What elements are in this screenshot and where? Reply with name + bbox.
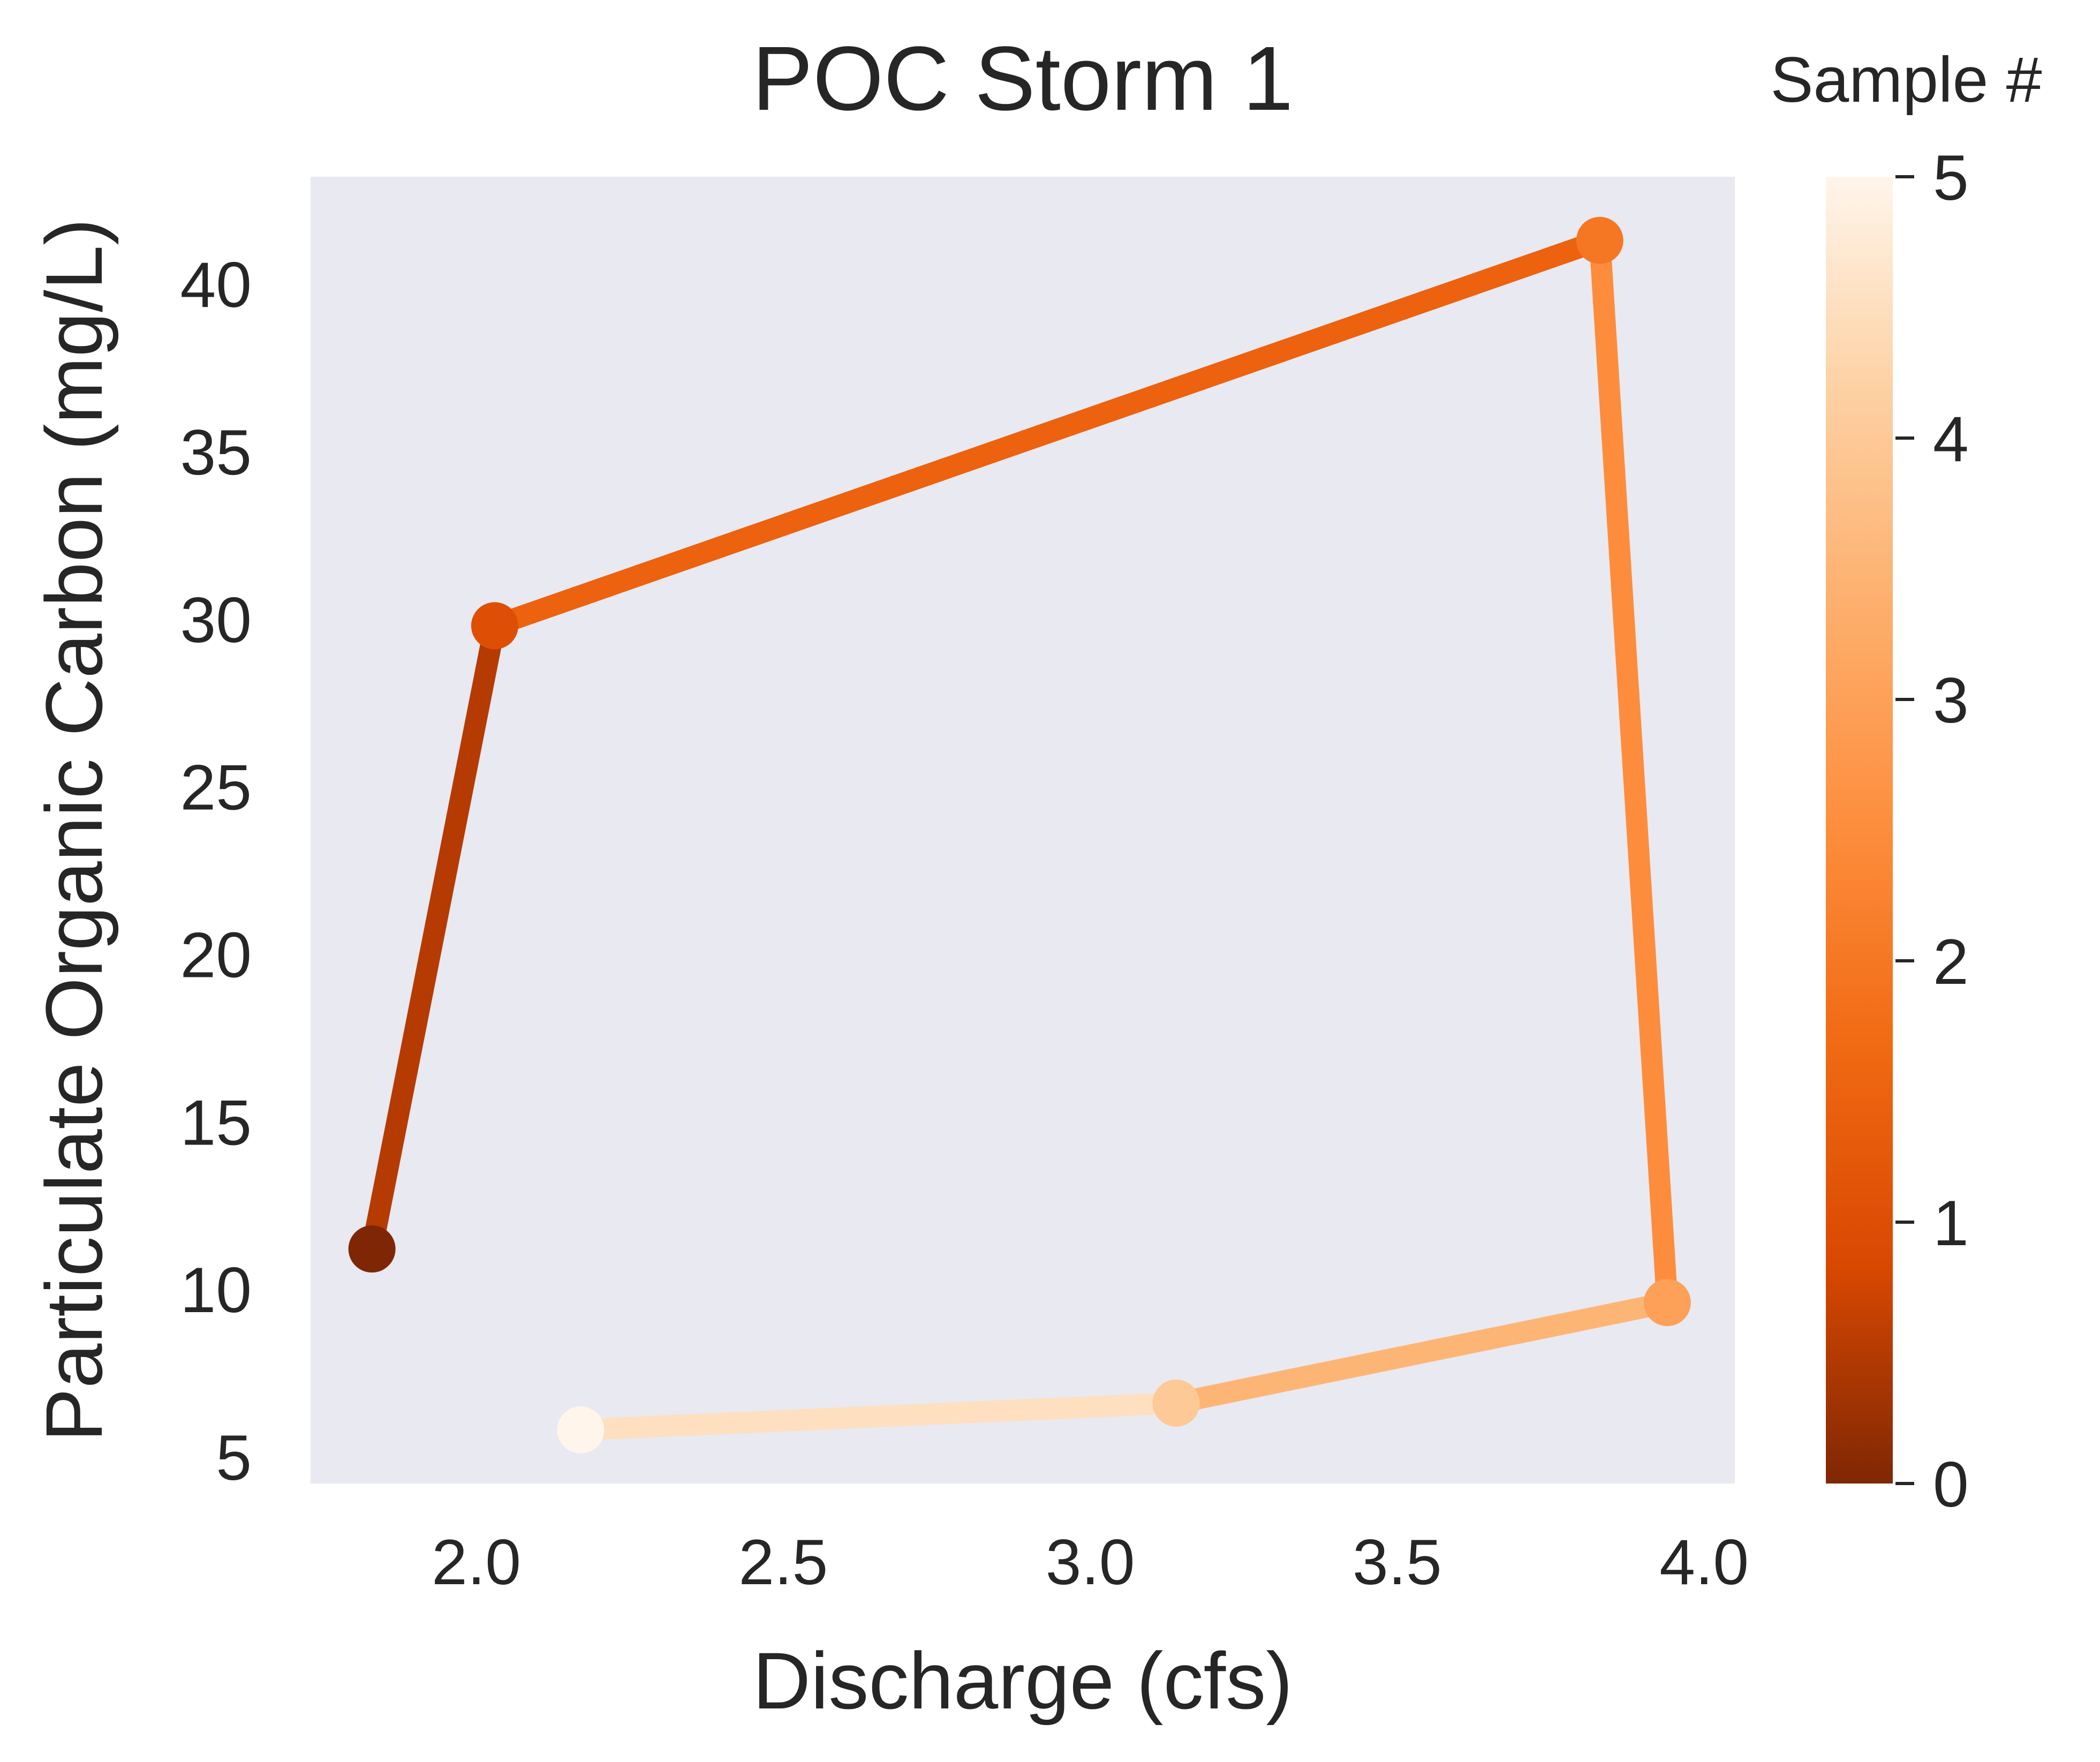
x-axis-ticks: 2.0 2.5 3.0 3.5 4.0 [432, 1526, 1749, 1598]
line-segment [491, 230, 1604, 636]
y-axis-label: Particulate Organic Carbon (mg/L) [29, 219, 119, 1442]
data-point [1576, 216, 1623, 264]
colorbar [1826, 177, 1893, 1484]
y-tick-label: 15 [180, 1087, 252, 1158]
colorbar-tick-label: 1 [1933, 1187, 1969, 1259]
y-tick-label: 10 [180, 1254, 252, 1326]
y-tick-label: 35 [180, 417, 252, 488]
colorbar-ticks: 0 1 2 3 4 5 [1895, 142, 1969, 1520]
x-axis-label: Discharge (cfs) [753, 1636, 1293, 1726]
y-tick-label: 20 [180, 919, 252, 991]
chart-title: POC Storm 1 [752, 28, 1294, 130]
line-segment [1174, 1292, 1670, 1414]
data-point [471, 602, 518, 650]
line-segment [361, 623, 505, 1251]
y-tick-label: 25 [180, 752, 252, 824]
colorbar-tick-label: 5 [1933, 142, 1969, 214]
x-tick-label: 2.5 [738, 1526, 828, 1598]
data-point [348, 1225, 396, 1273]
data-point [1152, 1379, 1200, 1427]
y-tick-label: 30 [180, 584, 252, 656]
y-tick-label: 40 [180, 249, 252, 321]
x-tick-label: 4.0 [1659, 1526, 1749, 1598]
colorbar-label: Sample # [1771, 44, 2042, 116]
data-markers [348, 216, 1691, 1454]
x-tick-label: 3.0 [1046, 1526, 1135, 1598]
x-tick-label: 2.0 [432, 1526, 521, 1598]
data-point [557, 1406, 605, 1454]
line-segment [580, 1392, 1177, 1441]
plot-background [311, 177, 1735, 1484]
line-segments [361, 230, 1678, 1441]
y-tick-label: 5 [216, 1422, 252, 1494]
colorbar-tick-label: 2 [1933, 926, 1969, 998]
colorbar-tick-label: 4 [1933, 403, 1969, 475]
line-segment [1589, 239, 1678, 1304]
colorbar-tick-label: 0 [1933, 1449, 1969, 1520]
y-axis-ticks: 5 10 15 20 25 30 35 40 [180, 249, 252, 1494]
x-tick-label: 3.5 [1353, 1526, 1442, 1598]
data-point [1643, 1279, 1691, 1327]
colorbar-tick-label: 3 [1933, 665, 1969, 736]
